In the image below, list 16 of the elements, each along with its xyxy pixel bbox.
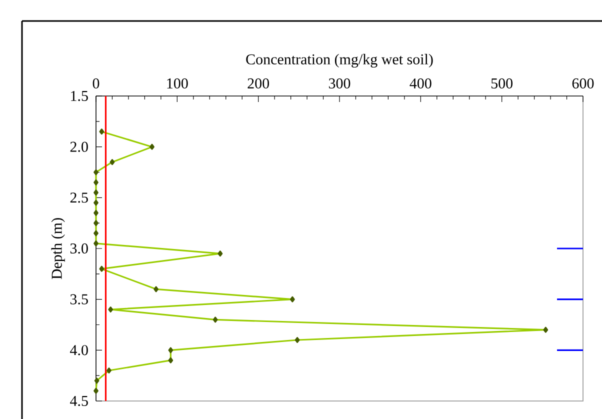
y-axis-title: Depth (m) — [51, 218, 65, 280]
x-tick-label: 300 — [328, 78, 350, 88]
y-tick-label: 4.5 — [70, 396, 88, 406]
y-tick-label: 4.0 — [70, 345, 88, 356]
y-tick-label: 3.5 — [70, 294, 88, 304]
y-tick-label: 3.0 — [70, 243, 88, 254]
x-tick-label: 100 — [167, 78, 188, 88]
x-tick-label: 200 — [248, 78, 270, 88]
x-tick-label: 500 — [491, 78, 513, 88]
x-tick-label: 400 — [410, 78, 432, 88]
y-tick-label: 1.5 — [71, 90, 88, 102]
y-tick-label: 2.0 — [70, 142, 88, 152]
x-tick-label: 600 — [572, 78, 594, 88]
x-tick-label: 0 — [92, 78, 100, 88]
x-axis-title: Concentration (mg/kg wet soil) — [246, 54, 433, 68]
y-tick-label: 2.5 — [70, 192, 88, 203]
